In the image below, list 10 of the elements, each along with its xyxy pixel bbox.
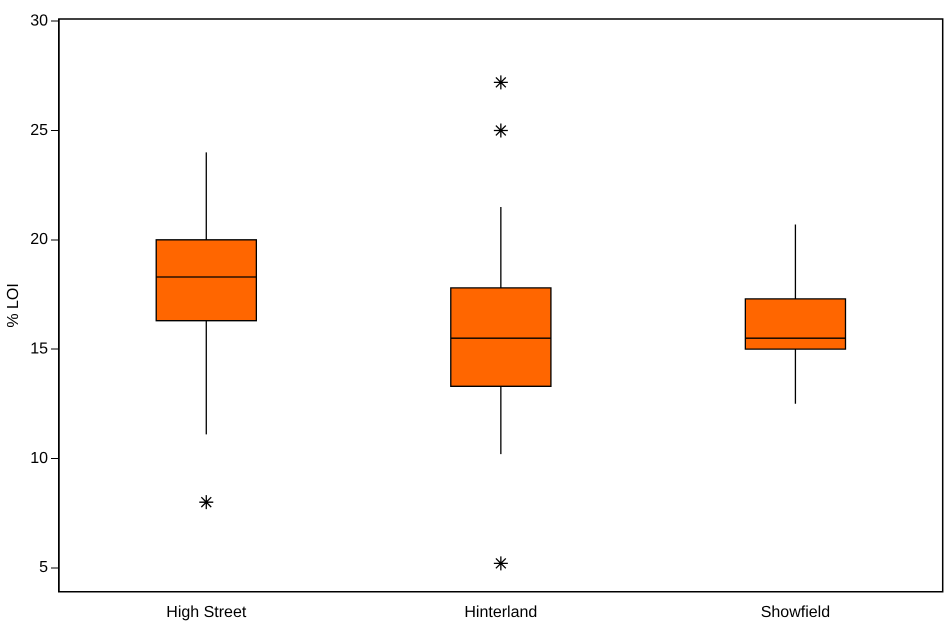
y-tick-label: 15 — [30, 340, 48, 358]
x-tick-label: High Street — [166, 604, 247, 621]
y-tick-label: 10 — [30, 450, 48, 467]
y-tick-label: 20 — [30, 231, 48, 248]
y-tick-label: 25 — [30, 122, 48, 139]
y-tick-label: 30 — [30, 12, 48, 30]
x-tick-label: Hinterland — [464, 604, 538, 621]
y-axis-title: % LOI — [5, 283, 22, 328]
x-tick-label: Showfield — [760, 604, 830, 621]
y-tick-label: 5 — [39, 559, 48, 576]
